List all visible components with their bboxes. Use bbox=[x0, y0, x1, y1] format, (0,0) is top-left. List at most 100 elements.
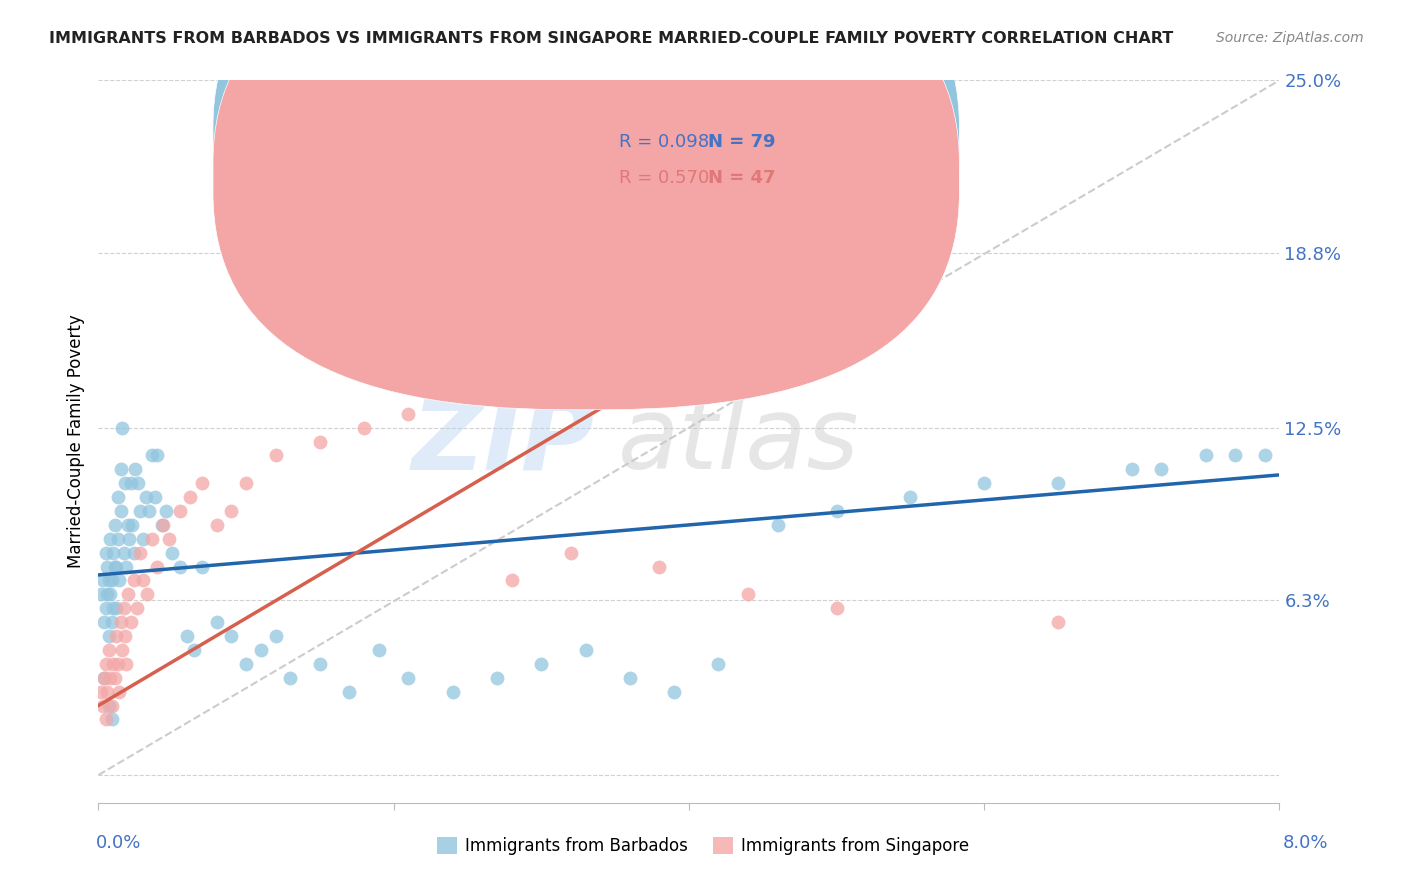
Point bbox=[103, 657, 125, 671]
Point bbox=[97, 629, 120, 643]
Point bbox=[221, 504, 243, 518]
Point bbox=[112, 546, 135, 560]
Legend: Immigrants from Barbados, Immigrants from Singapore: Immigrants from Barbados, Immigrants fro… bbox=[430, 830, 976, 862]
Point bbox=[900, 490, 922, 504]
Point bbox=[93, 671, 115, 685]
Y-axis label: Married-Couple Family Poverty: Married-Couple Family Poverty bbox=[66, 315, 84, 568]
Text: R = 0.098: R = 0.098 bbox=[619, 133, 710, 151]
Point bbox=[648, 559, 671, 574]
Point bbox=[250, 643, 273, 657]
Point bbox=[1046, 615, 1070, 630]
Point bbox=[205, 615, 228, 630]
Point bbox=[115, 559, 138, 574]
Point bbox=[111, 420, 134, 434]
Point bbox=[96, 587, 118, 601]
Point bbox=[398, 407, 420, 421]
Point bbox=[766, 517, 789, 532]
Point bbox=[501, 574, 523, 588]
Point bbox=[1121, 462, 1143, 476]
Point bbox=[152, 517, 174, 532]
Point bbox=[135, 490, 157, 504]
Point bbox=[136, 587, 159, 601]
Point bbox=[94, 601, 117, 615]
Point bbox=[110, 504, 132, 518]
Point bbox=[103, 546, 125, 560]
Point bbox=[111, 643, 134, 657]
Point bbox=[90, 587, 112, 601]
Text: IMMIGRANTS FROM BARBADOS VS IMMIGRANTS FROM SINGAPORE MARRIED-COUPLE FAMILY POVE: IMMIGRANTS FROM BARBADOS VS IMMIGRANTS F… bbox=[49, 31, 1174, 46]
Point bbox=[235, 476, 257, 491]
Point bbox=[100, 713, 122, 727]
Point bbox=[104, 671, 127, 685]
Point bbox=[100, 615, 122, 630]
Point bbox=[94, 713, 117, 727]
Point bbox=[264, 449, 287, 463]
Point bbox=[132, 574, 155, 588]
Point bbox=[107, 532, 129, 546]
Point bbox=[112, 601, 135, 615]
Point bbox=[107, 490, 129, 504]
Point bbox=[280, 671, 302, 685]
Point bbox=[132, 532, 155, 546]
Point bbox=[117, 587, 139, 601]
Point bbox=[107, 657, 129, 671]
Point bbox=[91, 574, 114, 588]
Point bbox=[1046, 476, 1070, 491]
Point bbox=[707, 657, 730, 671]
FancyBboxPatch shape bbox=[212, 0, 959, 374]
Point bbox=[94, 546, 117, 560]
Point bbox=[486, 671, 509, 685]
Point bbox=[124, 462, 146, 476]
Point bbox=[122, 546, 145, 560]
Point bbox=[368, 643, 391, 657]
Text: atlas: atlas bbox=[619, 393, 859, 490]
Point bbox=[105, 601, 128, 615]
Point bbox=[146, 559, 169, 574]
Point bbox=[103, 601, 125, 615]
Point bbox=[235, 657, 257, 671]
Point bbox=[141, 449, 163, 463]
Point bbox=[97, 698, 120, 713]
Point bbox=[146, 449, 169, 463]
Point bbox=[125, 601, 148, 615]
Point bbox=[108, 684, 131, 698]
Point bbox=[205, 517, 228, 532]
Point bbox=[97, 643, 120, 657]
Point bbox=[169, 559, 191, 574]
Point bbox=[150, 517, 173, 532]
Point bbox=[114, 476, 136, 491]
Point bbox=[98, 587, 121, 601]
Point bbox=[100, 574, 122, 588]
Point bbox=[118, 532, 141, 546]
Point bbox=[309, 657, 332, 671]
Point bbox=[664, 684, 686, 698]
FancyBboxPatch shape bbox=[212, 0, 959, 409]
Point bbox=[398, 671, 420, 685]
Point bbox=[169, 504, 191, 518]
Point bbox=[105, 559, 128, 574]
Point bbox=[1254, 449, 1277, 463]
Point bbox=[91, 698, 114, 713]
Point bbox=[115, 657, 138, 671]
Point bbox=[191, 559, 214, 574]
Point bbox=[104, 559, 127, 574]
Point bbox=[117, 517, 139, 532]
Point bbox=[98, 671, 121, 685]
Point bbox=[179, 490, 201, 504]
Point bbox=[94, 657, 117, 671]
Point bbox=[1225, 449, 1247, 463]
Point bbox=[98, 532, 121, 546]
Point bbox=[441, 684, 464, 698]
Point bbox=[122, 574, 145, 588]
Point bbox=[825, 504, 848, 518]
Point bbox=[97, 574, 120, 588]
Point bbox=[1195, 449, 1218, 463]
Point bbox=[162, 546, 183, 560]
Point bbox=[176, 629, 198, 643]
Point bbox=[100, 698, 122, 713]
Text: R = 0.570: R = 0.570 bbox=[619, 169, 710, 186]
Point bbox=[96, 684, 118, 698]
Text: N = 79: N = 79 bbox=[707, 133, 775, 151]
Point bbox=[183, 643, 205, 657]
Point bbox=[120, 476, 142, 491]
